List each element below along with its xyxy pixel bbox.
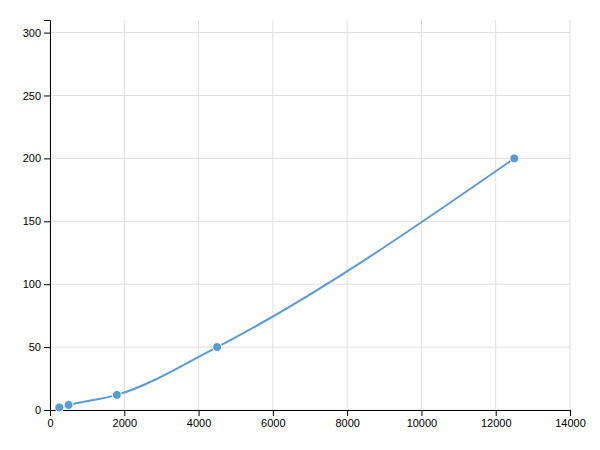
y-grid-line [50,347,570,348]
series-line [59,158,514,407]
y-grid-line [50,32,570,33]
y-axis-tick: 50 [29,341,50,353]
y-axis-tick: 150 [23,215,50,227]
y-axis-tick: 200 [23,152,50,164]
x-axis-tick-mark [347,410,348,416]
x-axis-tick: 0 [47,410,53,429]
x-axis-tick-mark [199,410,200,416]
y-axis-line [44,21,51,411]
x-axis-tick-mark [421,410,422,416]
point [510,154,519,163]
x-axis-tick-label: 12000 [481,417,512,429]
x-grid-line [495,20,496,410]
x-axis-tick: 10000 [407,410,438,429]
y-axis-tick-label: 300 [23,27,41,39]
y-axis-tick-label: 150 [23,215,41,227]
y-axis-tick-mark [44,158,50,159]
x-axis-tick-label: 14000 [555,417,586,429]
y-axis-tick: 0 [35,404,50,416]
x-grid-line [272,20,273,410]
y-axis-tick-mark [44,95,50,96]
y-axis-tick-mark [44,347,50,348]
x-axis-tick-label: 6000 [261,417,285,429]
chart-container: 0 2000 4000 6000 8000 10000 12000 14000 0 50 100 15… [0,0,600,450]
plot-root: 0 2000 4000 6000 8000 10000 12000 14000 0 50 100 15… [23,20,586,429]
x-axis-tick: 6000 [261,410,285,429]
x-axis-tick-label: 4000 [187,417,211,429]
x-axis-tick-label: 10000 [407,417,438,429]
x-axis-tick: 12000 [481,410,512,429]
point [213,343,222,352]
x-axis-tick-mark [124,410,125,416]
point [112,390,121,399]
y-axis-tick-mark [44,221,50,222]
y-axis-tick-label: 50 [29,341,41,353]
x-grid-line [124,20,125,410]
point [55,403,64,412]
point [64,400,73,409]
y-axis-tick-label: 100 [23,278,41,290]
y-axis-tick-label: 0 [35,404,41,416]
y-axis-tick-mark [44,284,50,285]
x-axis-tick-label: 0 [47,417,53,429]
y-grid-line [50,284,570,285]
y-axis-tick-mark [44,410,50,411]
y-axis-tick-label: 250 [23,90,41,102]
x-axis-tick-mark [496,410,497,416]
plot-area [55,154,519,412]
x-axis-tick-mark [273,410,274,416]
x-axis: 0 2000 4000 6000 8000 10000 12000 14000 [47,410,585,429]
y-axis-tick: 250 [23,90,50,102]
y-grid-line [50,158,570,159]
x-grid-line [421,20,422,410]
x-axis-tick: 4000 [187,410,211,429]
x-axis-tick: 2000 [113,410,137,429]
y-axis-tick: 100 [23,278,50,290]
x-grid-line [570,20,571,410]
x-axis-tick-label: 8000 [335,417,359,429]
x-axis-tick: 8000 [335,410,359,429]
y-grid-line [50,95,570,96]
y-grid-line [50,221,570,222]
y-axis-tick-mark [44,33,50,34]
chart-svg: 0 2000 4000 6000 8000 10000 12000 14000 0 50 100 15… [0,0,600,450]
x-axis-tick-mark [570,410,571,416]
x-axis-line [51,411,571,417]
x-grid-line [347,20,348,410]
y-axis: 0 50 100 150 200 250 300 [23,21,51,417]
grid [50,20,570,410]
x-grid-line [198,20,199,410]
x-axis-tick-label: 2000 [113,417,137,429]
y-axis-tick-label: 200 [23,152,41,164]
x-axis-tick: 14000 [555,410,586,429]
y-axis-tick: 300 [23,27,50,39]
